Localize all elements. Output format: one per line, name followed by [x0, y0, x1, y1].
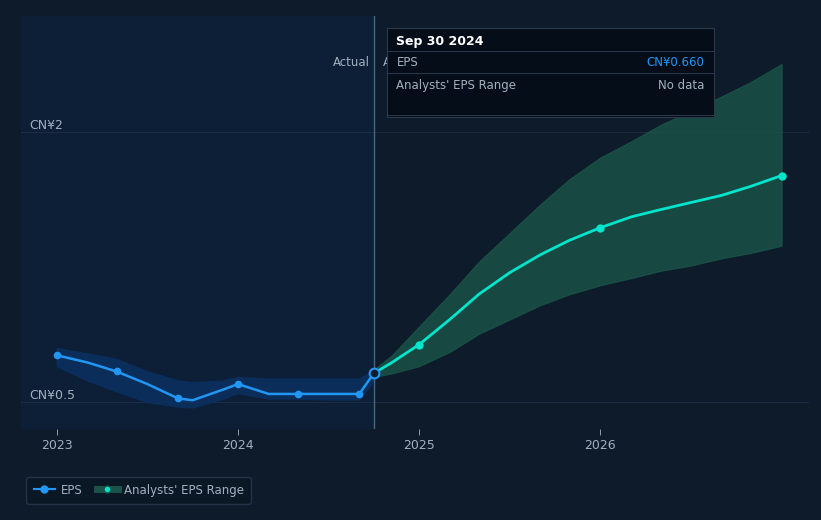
Text: Analysts' EPS Range: Analysts' EPS Range [397, 79, 516, 92]
Text: CN¥0.660: CN¥0.660 [647, 56, 704, 69]
Legend: EPS, Analysts' EPS Range: EPS, Analysts' EPS Range [26, 476, 251, 504]
Text: Analysts Forecasts: Analysts Forecasts [383, 56, 493, 69]
Text: Actual: Actual [333, 56, 370, 69]
Bar [21, 16, 374, 429]
Text: No data: No data [658, 79, 704, 92]
Text: Sep 30 2024: Sep 30 2024 [397, 35, 484, 48]
Text: CN¥2: CN¥2 [30, 120, 63, 133]
Text: EPS: EPS [397, 56, 418, 69]
FancyBboxPatch shape [387, 28, 714, 117]
Text: CN¥0.5: CN¥0.5 [30, 389, 76, 402]
